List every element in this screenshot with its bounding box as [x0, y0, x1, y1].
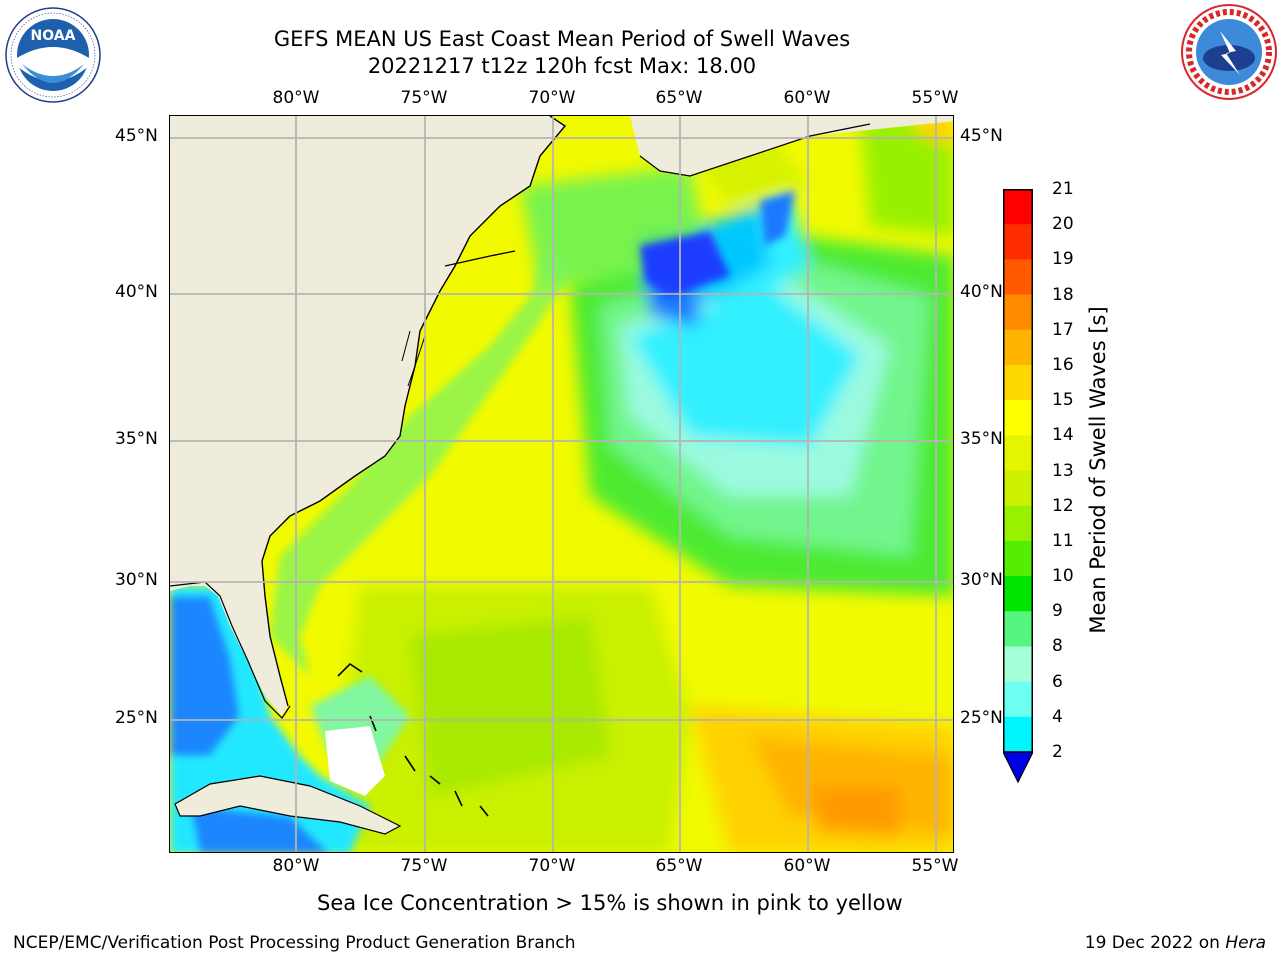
- colorbar-swatch: [1003, 470, 1033, 507]
- colorbar-tick-label: 17: [1052, 319, 1074, 340]
- colorbar-tick-label: 8: [1052, 636, 1063, 657]
- swell-period-map: [169, 115, 954, 853]
- canada-landmass: [630, 116, 953, 176]
- colorbar-swatch: [1003, 400, 1033, 436]
- colorbar-tick-label: 18: [1052, 284, 1074, 305]
- sea-ice-note: Sea Ice Concentration > 15% is shown in …: [317, 891, 903, 915]
- lat-label-left-45n: 45°N: [115, 126, 158, 146]
- colorbar-frame: [1003, 189, 1033, 753]
- colorbar-swatch: [1003, 540, 1033, 577]
- colorbar-label: Mean Period of Swell Waves [s]: [1086, 306, 1110, 634]
- colorbar-tick-label: 11: [1052, 530, 1074, 551]
- colorbar-extend-arrow: [1003, 751, 1033, 784]
- lat-label-right-45n: 45°N: [960, 126, 1003, 146]
- lon-label-top-65w: 65°W: [655, 88, 703, 108]
- colorbar-swatch: [1003, 681, 1033, 718]
- lat-label-right-40n: 40°N: [960, 282, 1003, 302]
- footer-date: 19 Dec 2022 on Hera: [1085, 933, 1266, 953]
- lon-label-top-60w: 60°W: [783, 88, 831, 108]
- lat-lon-grid: [170, 116, 953, 852]
- lat-label-right-35n: 35°N: [960, 429, 1003, 449]
- colorbar-tick-label: 20: [1052, 214, 1074, 235]
- colorbar-tick-label: 12: [1052, 495, 1074, 516]
- colorbar: [1003, 189, 1033, 784]
- lon-label-bottom-75w: 75°W: [400, 856, 448, 876]
- lat-label-left-25n: 25°N: [115, 708, 158, 728]
- noaa-logo: NOAA: [5, 7, 101, 103]
- footer-credit: NCEP/EMC/Verification Post Processing Pr…: [13, 933, 576, 953]
- lat-label-left-30n: 30°N: [115, 570, 158, 590]
- colorbar-swatch: [1003, 364, 1033, 401]
- lat-label-right-25n: 25°N: [960, 708, 1003, 728]
- nws-logo: [1181, 4, 1277, 100]
- colorbar-swatch: [1003, 505, 1033, 542]
- colorbar-swatch: [1003, 435, 1033, 471]
- lon-label-top-75w: 75°W: [400, 88, 448, 108]
- colorbar-tick-label: 16: [1052, 354, 1074, 375]
- colorbar-tick-label: 2: [1052, 742, 1063, 762]
- colorbar-tick-label: 6: [1052, 671, 1063, 692]
- colorbar-tick-label: 4: [1052, 706, 1063, 727]
- colorbar-swatch: [1003, 716, 1033, 753]
- lon-label-bottom-55w: 55°W: [911, 856, 959, 876]
- colorbar-tick-label: 9: [1052, 601, 1063, 622]
- map-subtitle: 20221217 t12z 120h fcst Max: 18.00: [367, 54, 757, 78]
- colorbar-tick-label: 15: [1052, 390, 1074, 411]
- colorbar-tick-label: 10: [1052, 566, 1074, 587]
- lon-label-bottom-65w: 65°W: [655, 856, 703, 876]
- colorbar-swatch: [1003, 259, 1033, 296]
- cuba-landmass: [174, 775, 402, 835]
- lat-label-left-35n: 35°N: [115, 429, 158, 449]
- lon-label-top-70w: 70°W: [528, 88, 576, 108]
- lon-label-bottom-60w: 60°W: [783, 856, 831, 876]
- lon-label-bottom-70w: 70°W: [528, 856, 576, 876]
- footer-date-text: 19 Dec 2022 on: [1084, 933, 1226, 953]
- map-canvas: [170, 116, 953, 852]
- colorbar-tick-label: 19: [1052, 249, 1074, 270]
- lon-label-top-55w: 55°W: [911, 88, 959, 108]
- lon-label-top-80w: 80°W: [272, 88, 320, 108]
- lat-label-left-40n: 40°N: [115, 282, 158, 302]
- lon-label-bottom-80w: 80°W: [272, 856, 320, 876]
- colorbar-swatch: [1003, 224, 1033, 260]
- colorbar-tick-label: 13: [1052, 460, 1074, 481]
- colorbar-swatch: [1003, 576, 1033, 612]
- colorbar-swatch: [1003, 646, 1033, 683]
- colorbar-swatch: [1003, 611, 1033, 647]
- colorbar-tick-label: 14: [1052, 425, 1074, 446]
- colorbar-swatch: [1003, 294, 1033, 331]
- us-east-coast-landmass: [170, 116, 565, 716]
- colorbar-swatch: [1003, 189, 1033, 225]
- colorbar-tick-label: 21: [1052, 179, 1074, 199]
- lat-label-right-30n: 30°N: [960, 570, 1003, 590]
- svg-text:NOAA: NOAA: [31, 28, 76, 44]
- footer-machine: Hera: [1225, 933, 1266, 953]
- colorbar-swatch: [1003, 329, 1033, 366]
- map-title: GEFS MEAN US East Coast Mean Period of S…: [273, 27, 851, 51]
